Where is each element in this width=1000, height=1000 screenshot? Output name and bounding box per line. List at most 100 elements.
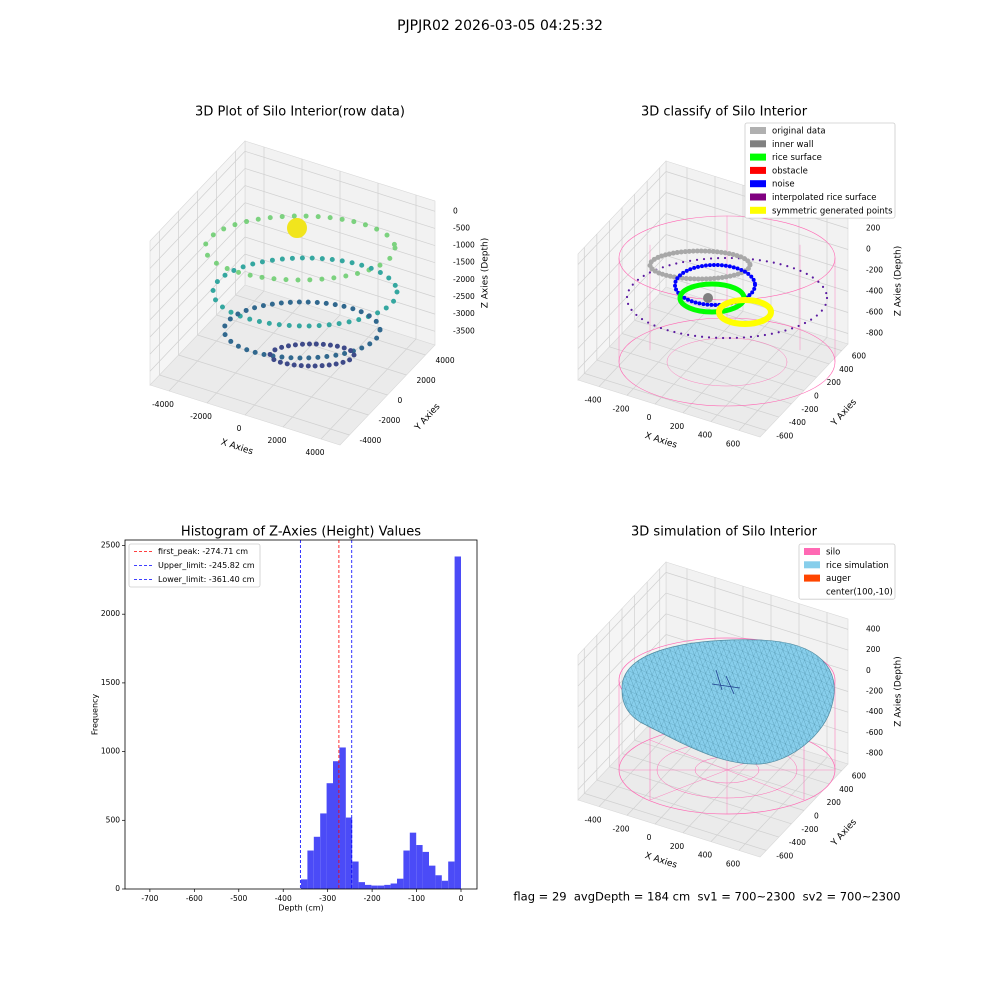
grid-line (244, 270, 436, 332)
tick-label: -800 (866, 329, 883, 338)
grid-line (149, 168, 246, 269)
legend-label: symmetric generated points (772, 206, 893, 216)
histogram-bar (384, 884, 391, 889)
grid-line (244, 236, 436, 298)
tick-label: 600 (852, 352, 867, 361)
x-tick-label: -200 (364, 894, 381, 903)
legend-label: interpolated rice surface (772, 193, 877, 203)
tick-label: -200 (866, 687, 883, 696)
tick-label: 2000 (417, 376, 436, 385)
histogram-bar (448, 861, 455, 889)
legend-label: Upper_limit: -245.82 cm (158, 561, 255, 570)
grid-line (577, 572, 667, 666)
grid-line (244, 219, 436, 281)
legend-box (744, 122, 896, 219)
grid-line (609, 346, 792, 405)
histogram-bar (333, 761, 340, 889)
tick-label: -3000 (453, 309, 475, 318)
grid-line (244, 253, 436, 315)
grid-line (596, 779, 779, 838)
y-tick-label: 0 (115, 884, 120, 893)
tick-label: 600 (852, 772, 867, 781)
x-tick-label: -100 (408, 894, 425, 903)
grid-line (577, 234, 667, 328)
y-tick-label: 500 (106, 815, 121, 824)
histogram-bar (358, 882, 365, 889)
tick-label: 4000 (436, 356, 455, 365)
tick-label: 0 (814, 392, 819, 401)
legend-swatch (750, 206, 766, 214)
x-tick-label: -700 (141, 894, 158, 903)
tick-label: 400 (698, 431, 713, 440)
grid-line (584, 793, 767, 851)
status-footer: flag = 29 avgDepth = 184 cm sv1 = 700~23… (513, 890, 900, 904)
tick-label: -1500 (453, 258, 475, 267)
chart-title: 3D classify of Silo Interior (641, 105, 808, 120)
grid-line (244, 202, 436, 264)
histogram-bar (403, 850, 410, 889)
grid-line (149, 202, 246, 303)
x-tick-label: 0 (459, 894, 464, 903)
grid-line (621, 333, 805, 391)
grid-line (665, 572, 849, 630)
tick-label: -4000 (152, 400, 174, 409)
grid-line (609, 766, 792, 825)
tick-label: 200 (670, 842, 685, 851)
tick-label: 200 (866, 224, 881, 233)
y-tick-label: 1000 (101, 747, 120, 756)
histogram-bar (422, 851, 429, 889)
tick-label: 4000 (305, 448, 324, 457)
x-tick-label: -600 (186, 894, 203, 903)
tick-label: -2500 (453, 292, 475, 301)
y-tick-label: 2000 (101, 609, 120, 618)
grid-line (634, 739, 817, 798)
z-axis-label: Z Axies (Depth) (894, 246, 904, 317)
tick-label: -600 (866, 728, 883, 737)
tick-label: 400 (698, 851, 713, 860)
tick-label: -800 (866, 749, 883, 758)
tick-label: -400 (866, 707, 883, 716)
tick-label: 600 (726, 859, 741, 868)
tick-label: -2000 (190, 412, 212, 421)
legend-box (128, 543, 261, 588)
classified-cloud (618, 215, 836, 407)
histogram-bar (416, 845, 423, 889)
tick-label: 0 (398, 396, 403, 405)
histogram-bar (339, 747, 346, 889)
tick-label: -400 (789, 418, 806, 427)
chart-title: Histogram of Z-Axies (Height) Values (181, 525, 421, 540)
legend-swatch (750, 127, 766, 134)
tick-label: -500 (453, 223, 470, 232)
histogram-bar (365, 884, 372, 889)
chart-title: 3D simulation of Silo Interior (631, 525, 818, 540)
z-axis-label: Z Axies (Depth) (894, 656, 904, 727)
legend-box (798, 543, 896, 600)
grid-line (159, 374, 350, 436)
legend-label: obstacle (772, 166, 808, 176)
histogram-bar (326, 783, 333, 889)
tick-label: 200 (827, 798, 842, 807)
y-tick-label: 1500 (101, 678, 120, 687)
legend-label: inner wall (772, 140, 813, 150)
grid-line (665, 192, 849, 250)
grid-line (577, 592, 667, 687)
histogram-bar (352, 861, 359, 889)
grid-line (244, 185, 436, 246)
grid-line (149, 219, 246, 321)
overlay-layer: original data inner wall rice surface obsta… (744, 122, 896, 600)
legend-label: Lower_limit: -361.40 cm (158, 575, 255, 584)
tick-label: 0 (866, 245, 871, 254)
tick-label: -400 (789, 838, 806, 847)
histogram-bar (313, 836, 321, 889)
grid-line (647, 306, 830, 365)
x-tick-label: -500 (230, 894, 247, 903)
tick-label: 400 (839, 365, 854, 374)
histogram-bar (429, 865, 436, 889)
grid-line (149, 151, 246, 252)
legend-label: noise (772, 180, 795, 190)
tick-label: 0 (647, 413, 652, 422)
grid-line (665, 213, 849, 271)
grid-line (596, 359, 779, 418)
grid-line (244, 150, 436, 212)
